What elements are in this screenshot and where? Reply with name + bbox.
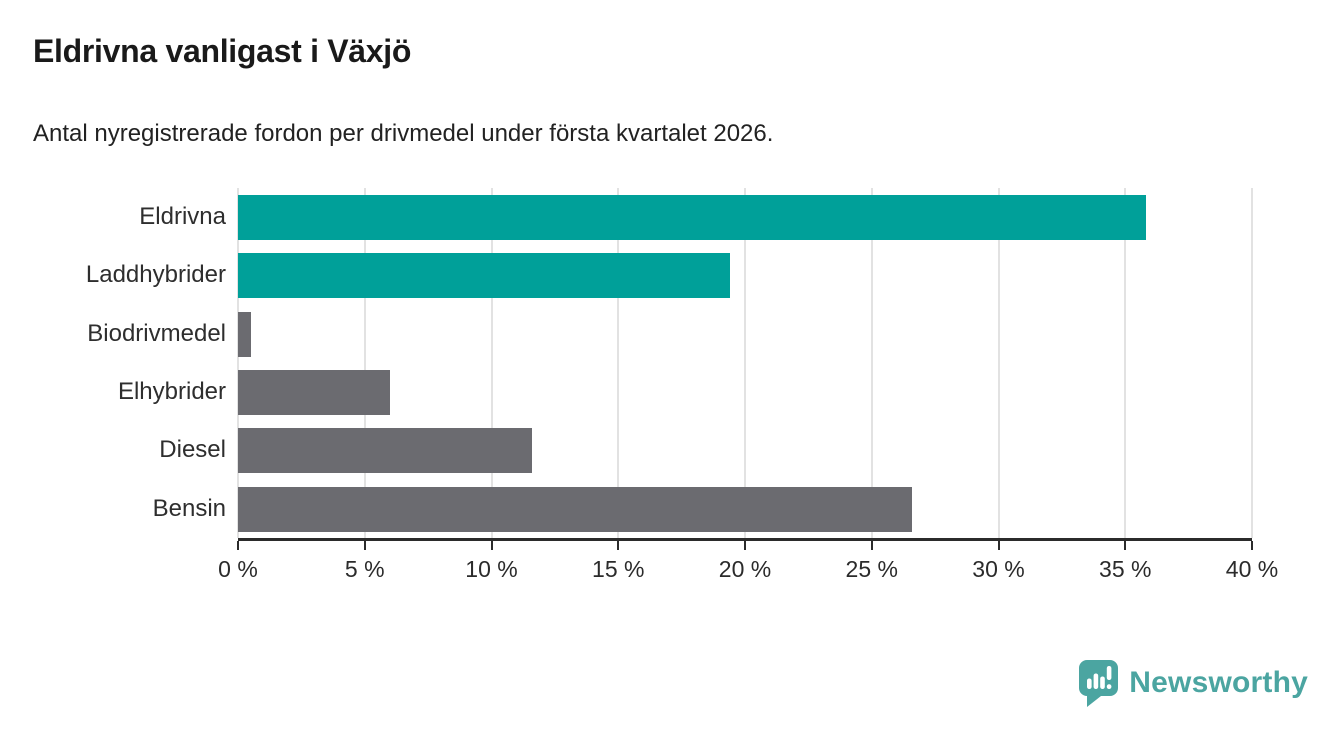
- x-axis-tick-label: 10 %: [465, 556, 518, 582]
- y-axis-label: Diesel: [159, 436, 226, 464]
- x-axis-tick-label: 25 %: [845, 556, 898, 582]
- y-axis-label: Eldrivna: [139, 203, 226, 231]
- bar-eldrivna: [238, 195, 1146, 240]
- x-axis-tick: [1124, 541, 1127, 550]
- x-axis-tick: [870, 541, 873, 550]
- chart-title: Eldrivna vanligast i Växjö: [33, 33, 412, 69]
- x-axis-tick: [997, 541, 1000, 550]
- y-axis-label: Elhybrider: [117, 378, 226, 406]
- bar-elhybrider: [238, 370, 391, 415]
- bar-biodrivmedel: [238, 311, 251, 357]
- x-axis-tick-label: 30 %: [972, 556, 1025, 582]
- x-axis-tick: [363, 541, 366, 550]
- y-axis-label: Laddhybrider: [85, 261, 226, 289]
- bar-bensin: [238, 486, 913, 532]
- x-axis-tick-label: 40 %: [1225, 556, 1279, 582]
- gridline: [744, 188, 746, 538]
- bar-diesel: [238, 428, 533, 474]
- x-axis-tick-label: 20 %: [718, 556, 772, 582]
- bar-laddhybrider: [238, 253, 730, 299]
- plot-area: 0 % 5 % 10 % 15 % 20 % 25 % 30 % 35 % 40 %: [218, 188, 1278, 582]
- x-axis-tick: [744, 541, 746, 550]
- y-axis-label: Biodrivmedel: [87, 319, 226, 347]
- gridline: [363, 188, 366, 538]
- x-axis-tick-label: 35 %: [1099, 556, 1152, 582]
- gridline: [490, 188, 493, 538]
- x-axis-line: [238, 538, 1252, 541]
- x-axis-tick: [490, 541, 493, 550]
- gridline: [997, 188, 1000, 538]
- x-axis-tick: [1251, 541, 1253, 550]
- gridline: [617, 188, 620, 538]
- x-axis-tick-label: 0 %: [218, 556, 258, 582]
- bar-chart: Eldrivna Laddhybrider Biodrivmedel Elhybrid…: [0, 188, 1340, 588]
- gridline: [237, 188, 239, 538]
- newsworthy-speech-bubble-chart-icon: [1079, 660, 1119, 707]
- chart-subtitle: Antal nyregistrerade fordon per drivmede…: [33, 120, 774, 147]
- newsworthy-logo: Newsworthy: [1078, 659, 1308, 707]
- y-axis-label: Bensin: [152, 494, 226, 522]
- x-axis-tick: [617, 541, 620, 550]
- gridline: [1124, 188, 1127, 538]
- y-axis-labels: Eldrivna Laddhybrider Biodrivmedel Elhybrid…: [0, 188, 226, 538]
- gridline: [870, 188, 873, 538]
- x-axis-tick-label: 5 %: [344, 556, 385, 582]
- newsworthy-logo-text: Newsworthy: [1129, 666, 1308, 699]
- x-axis-tick-label: 15 %: [592, 556, 645, 582]
- gridline: [1251, 188, 1253, 538]
- x-axis-tick: [237, 541, 239, 550]
